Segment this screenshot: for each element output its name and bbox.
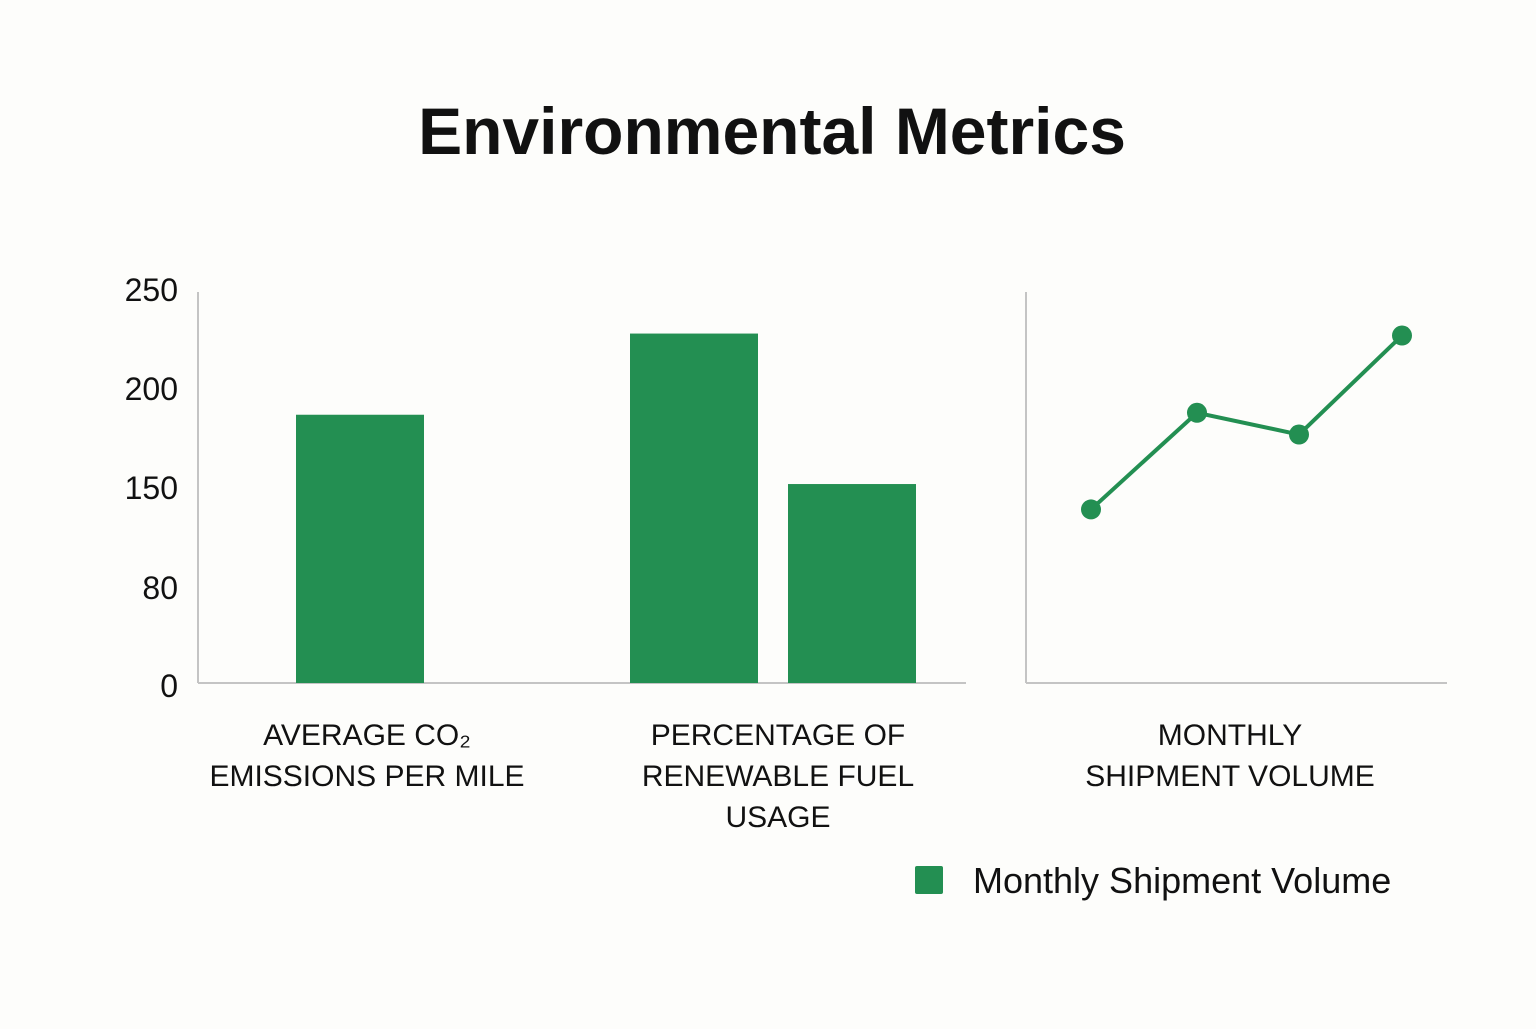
y-tick-label: 200 [125,371,178,407]
category-label: EMISSIONS PER MILE [209,760,524,793]
line-path [1089,334,1404,511]
category-label: USAGE [725,801,830,834]
line-point [1289,424,1309,445]
legend-label: Monthly Shipment Volume [973,860,1391,901]
category-label: SHIPMENT VOLUME [1085,760,1375,793]
y-axis-ticks: 250 200 150 80 0 [125,272,178,704]
bar [296,414,424,683]
legend-swatch [915,866,943,894]
chart-title: Environmental Metrics [418,94,1126,168]
category-labels: AVERAGE CO₂ EMISSIONS PER MILE PERCENTAGE … [209,719,1374,834]
category-label: MONTHLY [1158,719,1302,752]
y-tick-label: 250 [125,272,178,308]
bar [788,484,916,683]
line-point [1081,499,1101,520]
y-tick-label: 150 [125,470,178,506]
line-series [1081,325,1412,520]
bars [296,333,916,683]
category-label: AVERAGE CO₂ [263,719,471,752]
line-point [1392,325,1412,346]
line-point [1187,402,1207,423]
y-tick-label: 0 [160,668,178,704]
y-tick-label: 80 [142,570,178,606]
bar [630,333,758,683]
category-label: PERCENTAGE OF [651,719,905,752]
category-label: RENEWABLE FUEL [642,760,914,793]
